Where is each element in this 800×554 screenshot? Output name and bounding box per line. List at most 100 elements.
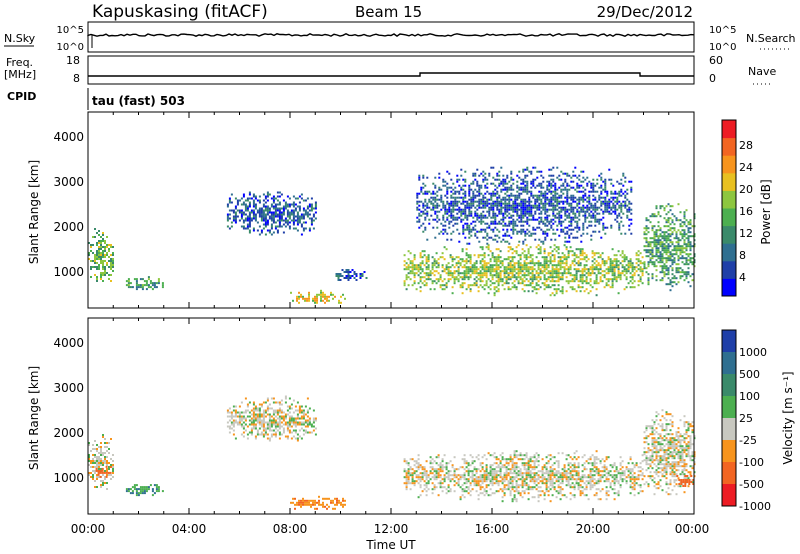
heatmap-cell xyxy=(264,195,267,198)
heatmap-cell xyxy=(461,250,464,253)
heatmap-cell xyxy=(485,264,488,267)
heatmap-cell xyxy=(555,292,558,295)
heatmap-cell xyxy=(112,262,114,264)
heatmap-cell xyxy=(575,254,578,257)
heatmap-cell xyxy=(445,272,448,275)
heatmap-cell xyxy=(288,213,291,216)
heatmap-cell xyxy=(469,276,472,279)
heatmap-cell xyxy=(659,241,662,244)
heatmap-cell xyxy=(405,472,408,475)
heatmap-cell xyxy=(258,417,261,420)
heatmap-cell xyxy=(443,284,446,287)
heatmap-cell xyxy=(312,503,314,506)
heatmap-cell xyxy=(104,442,106,444)
heatmap-cell xyxy=(545,268,548,271)
heatmap-cell xyxy=(308,217,311,220)
heatmap-cell xyxy=(572,186,575,189)
heatmap-cell xyxy=(417,468,420,471)
heatmap-cell xyxy=(653,233,656,236)
heatmap-cell xyxy=(685,259,688,262)
heatmap-cell xyxy=(488,210,491,213)
heatmap-cell xyxy=(582,186,585,189)
heatmap-cell xyxy=(661,235,664,238)
heatmap-cell xyxy=(647,219,650,222)
heatmap-cell xyxy=(435,474,438,477)
heatmap-cell xyxy=(517,272,520,275)
heatmap-cell xyxy=(332,499,334,502)
heatmap-cell xyxy=(490,202,493,205)
heatmap-cell xyxy=(487,246,490,249)
heatmap-cell xyxy=(497,258,500,261)
heatmap-cell xyxy=(474,172,477,175)
heatmap-cell xyxy=(602,210,605,213)
heatmap-cell xyxy=(288,419,291,422)
heatmap-cell xyxy=(641,262,644,265)
heatmap-cell xyxy=(308,293,310,296)
heatmap-cell xyxy=(236,201,239,204)
heatmap-cell xyxy=(459,286,462,289)
heatmap-cell xyxy=(531,280,534,283)
heatmap-cell xyxy=(355,275,358,277)
heatmap-cell xyxy=(685,253,688,256)
heatmap-cell xyxy=(306,213,309,216)
heatmap-cell xyxy=(443,486,446,489)
heatmap-cell xyxy=(653,263,656,266)
heatmap-cell xyxy=(667,247,670,250)
heatmap-cell xyxy=(294,207,297,210)
heatmap-cell xyxy=(596,206,599,209)
heatmap-cell xyxy=(499,262,502,265)
heatmap-cell xyxy=(671,259,674,262)
heatmap-cell xyxy=(470,200,473,203)
heatmap-cell xyxy=(687,221,690,224)
heatmap-cell xyxy=(465,486,468,489)
heatmap-cell xyxy=(100,460,102,462)
heatmap-cell xyxy=(248,201,251,204)
heatmap-cell xyxy=(262,223,265,226)
heatmap-cell xyxy=(312,429,315,432)
heatmap-cell xyxy=(304,431,307,434)
heatmap-cell xyxy=(583,266,586,269)
heatmap-cell xyxy=(469,482,472,485)
heatmap-cell xyxy=(432,182,435,185)
heatmap-cell xyxy=(665,241,668,244)
heatmap-cell xyxy=(521,288,524,291)
heatmap-cell xyxy=(96,464,98,466)
heatmap-cell xyxy=(280,219,283,222)
heatmap-cell xyxy=(242,411,245,414)
heatmap-cell xyxy=(527,280,530,283)
heatmap-cell xyxy=(347,275,350,277)
heatmap-cell xyxy=(489,260,492,263)
heatmap-cell xyxy=(671,255,674,258)
heatmap-cell xyxy=(296,229,299,232)
heatmap-cell xyxy=(488,236,491,239)
heatmap-cell xyxy=(447,476,450,479)
heatmap-cell xyxy=(507,288,510,291)
heatmap-cell xyxy=(100,262,102,264)
heatmap-cell xyxy=(577,280,580,283)
heatmap-cell xyxy=(413,460,416,463)
heatmap-cell xyxy=(413,484,416,487)
heatmap-cell xyxy=(570,210,573,213)
heatmap-cell xyxy=(661,231,664,234)
heatmap-cell xyxy=(446,238,449,241)
heatmap-cell xyxy=(683,231,686,234)
heatmap-cell xyxy=(262,409,265,412)
heatmap-cell xyxy=(643,237,646,240)
heatmap-cell xyxy=(549,270,552,273)
heatmap-cell xyxy=(296,299,298,302)
heatmap-cell xyxy=(92,466,94,468)
heatmap-cell xyxy=(473,480,476,483)
heatmap-cell xyxy=(590,182,593,185)
heatmap-cell xyxy=(270,213,273,216)
heatmap-cell xyxy=(529,262,532,265)
heatmap-cell xyxy=(551,278,554,281)
heatmap-cell xyxy=(104,274,106,276)
heatmap-cell xyxy=(240,213,243,216)
heatmap-cell xyxy=(461,278,464,281)
heatmap-cell xyxy=(437,468,440,471)
heatmap-cell xyxy=(576,230,579,233)
heatmap-cell xyxy=(506,186,509,189)
heatmap-cell xyxy=(609,258,612,261)
heatmap-cell xyxy=(645,255,648,258)
heatmap-cell xyxy=(139,278,142,281)
